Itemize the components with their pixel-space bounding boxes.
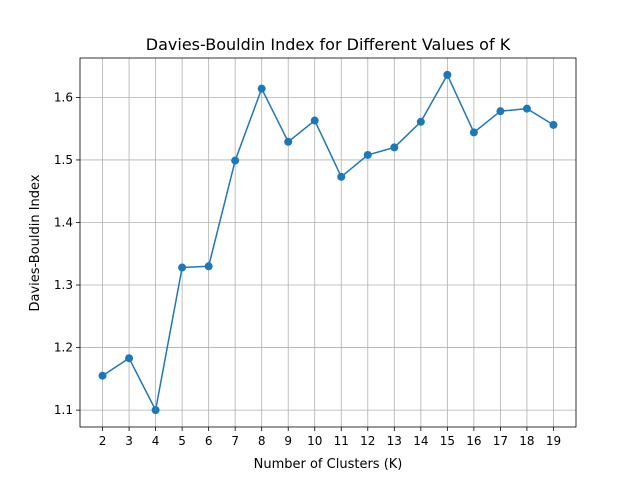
x-tick-label-4: 4 — [152, 434, 160, 448]
x-tick-label-7: 7 — [231, 434, 239, 448]
y-tick-label-1.5: 1.5 — [54, 153, 73, 167]
axes-frame — [76, 57, 577, 431]
plot-frame — [79, 57, 577, 428]
data-point-k-8 — [257, 84, 266, 93]
data-point-k-13 — [390, 143, 399, 152]
x-tick-label-18: 18 — [519, 434, 534, 448]
x-tick-label-10: 10 — [307, 434, 322, 448]
data-point-k-17 — [496, 107, 505, 116]
y-axis-label: Davies-Bouldin Index — [28, 174, 43, 311]
x-tick-label-19: 19 — [546, 434, 561, 448]
x-tick-label-17: 17 — [493, 434, 508, 448]
y-tick-label-1.4: 1.4 — [54, 215, 73, 229]
data-point-k-9 — [284, 137, 293, 146]
data-point-k-16 — [469, 128, 478, 137]
x-tick-label-13: 13 — [387, 434, 402, 448]
data-point-k-18 — [522, 104, 531, 113]
data-point-k-6 — [204, 262, 213, 271]
data-point-k-5 — [178, 263, 187, 272]
grid-lines — [80, 58, 576, 427]
y-tick-label-1.3: 1.3 — [54, 278, 73, 292]
series-line-0 — [102, 74, 554, 411]
data-point-k-2 — [98, 371, 107, 380]
chart-title: Davies-Bouldin Index for Different Value… — [146, 35, 511, 54]
tick-labels: 2 3 4 5 6 7 8 9 10 11 12 13 14 15 16 17 18 19 1.1 1.2 1.3 1.4… — [54, 90, 561, 448]
data-point-k-7 — [231, 156, 240, 165]
x-tick-label-11: 11 — [334, 434, 349, 448]
y-tick-label-1.6: 1.6 — [54, 90, 73, 104]
data-point-k-4 — [151, 406, 160, 415]
x-tick-label-9: 9 — [284, 434, 292, 448]
x-tick-label-5: 5 — [178, 434, 186, 448]
x-tick-label-16: 16 — [466, 434, 481, 448]
data-point-k-15 — [443, 70, 452, 79]
x-axis-label: Number of Clusters (K) — [254, 457, 403, 472]
data-point-k-19 — [549, 120, 558, 129]
y-tick-label-1.2: 1.2 — [54, 341, 73, 355]
x-tick-label-12: 12 — [360, 434, 375, 448]
x-tick-label-2: 2 — [99, 434, 107, 448]
data-point-k-11 — [337, 172, 346, 181]
data-point-k-10 — [310, 116, 319, 125]
x-tick-label-14: 14 — [413, 434, 428, 448]
data-point-k-12 — [363, 150, 372, 159]
data-point-k-3 — [125, 354, 134, 363]
x-tick-label-8: 8 — [258, 434, 266, 448]
x-tick-label-15: 15 — [440, 434, 455, 448]
x-tick-label-6: 6 — [205, 434, 213, 448]
data-point-k-14 — [416, 117, 425, 126]
data-series — [98, 70, 558, 415]
y-tick-label-1.1: 1.1 — [54, 403, 73, 417]
x-tick-label-3: 3 — [125, 434, 133, 448]
